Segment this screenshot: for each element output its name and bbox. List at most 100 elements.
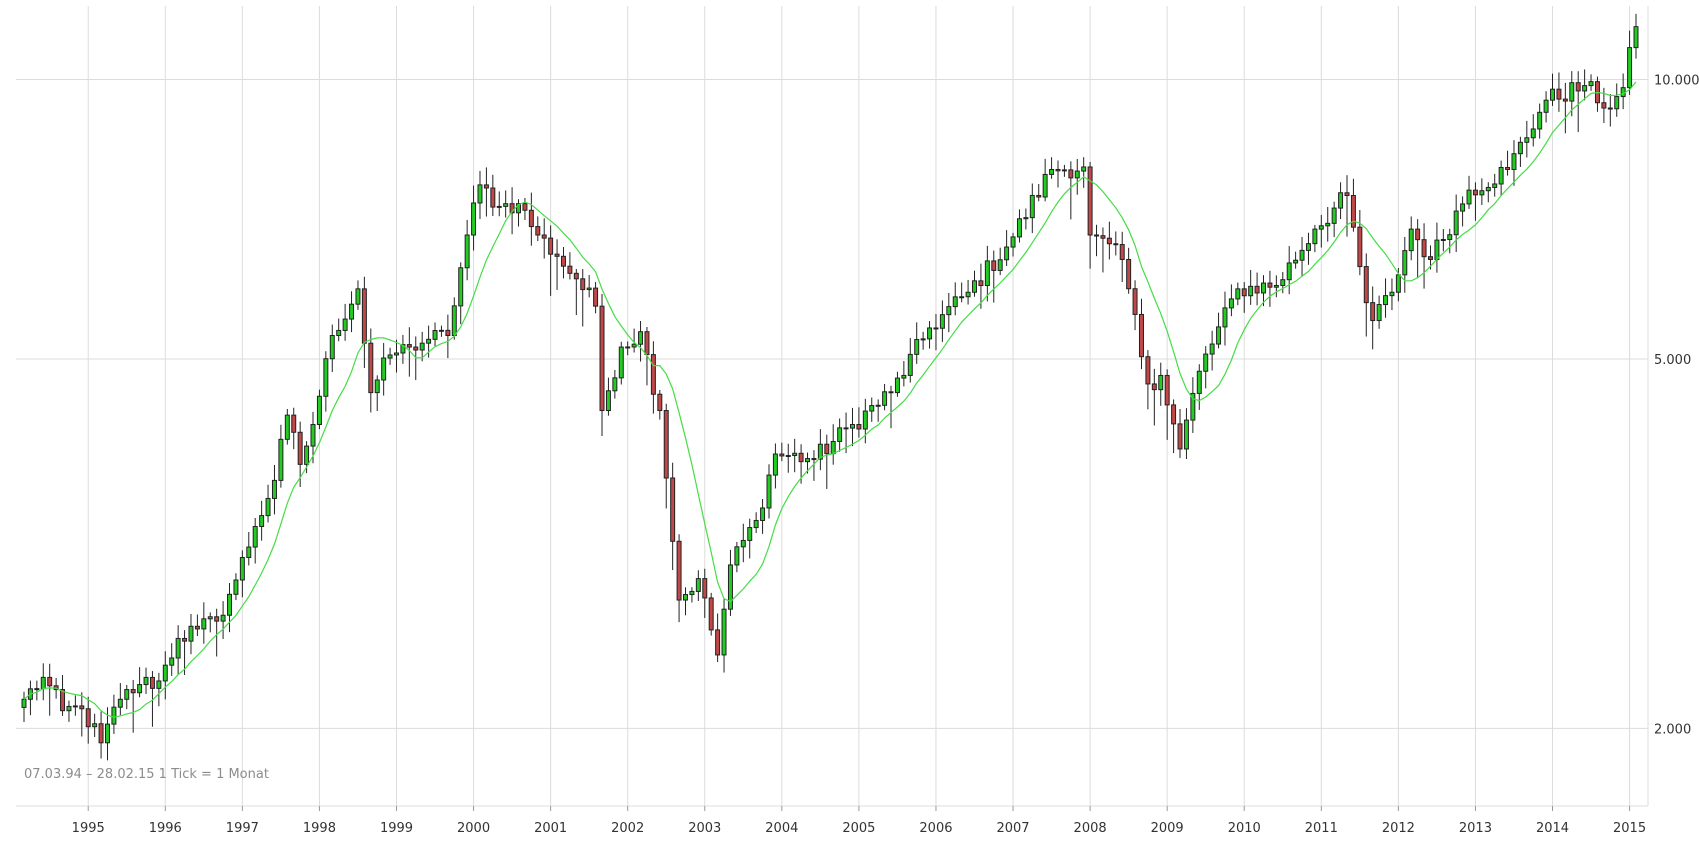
x-tick-label: 2001: [534, 821, 567, 836]
candle-up: [304, 445, 310, 465]
candle-up: [1627, 47, 1633, 89]
x-tick-label: 2003: [688, 821, 721, 836]
candle-up: [72, 705, 78, 708]
candle-down: [214, 616, 220, 622]
candle-up: [233, 579, 239, 595]
candle-up: [959, 296, 965, 299]
candle-up: [1299, 249, 1305, 261]
x-axis-ticks: 1995 1996 1997 1998 1999 2000 2001 2002 2003 2004…: [72, 806, 1646, 836]
candle-down: [1254, 285, 1260, 294]
candle-down: [1100, 235, 1106, 239]
candle-up: [766, 474, 772, 509]
candle-up: [381, 357, 387, 381]
candle-up: [394, 352, 399, 356]
candle-down: [445, 329, 451, 336]
candle-down: [490, 187, 496, 208]
candle-up: [1492, 183, 1498, 188]
candle-up: [1395, 274, 1401, 293]
candle-up: [1402, 250, 1408, 276]
candle-down: [509, 203, 515, 214]
candle-up: [1074, 170, 1080, 179]
candle-up: [220, 614, 226, 622]
candle-up: [207, 616, 213, 620]
candle-up: [1517, 141, 1523, 155]
candle-up: [246, 546, 252, 559]
candle-down: [888, 391, 894, 394]
date-range-note: 07.03.94 – 28.02.15 1 Tick = 1 Monat: [24, 767, 269, 782]
candle-up: [1010, 236, 1016, 248]
x-tick-label: 2006: [919, 821, 952, 836]
candle-up: [753, 519, 759, 529]
candle-up: [1550, 88, 1556, 101]
candle-down: [1357, 226, 1363, 268]
candle-up: [869, 405, 875, 412]
candle-up: [760, 507, 766, 521]
candle-up: [1582, 85, 1588, 92]
candle-down: [130, 689, 136, 694]
candle-down: [1151, 383, 1157, 391]
candle-up: [355, 288, 361, 305]
candle-down: [98, 723, 104, 744]
candle-up: [349, 303, 355, 320]
candle-down: [715, 629, 721, 656]
candle-down: [291, 414, 297, 433]
candle-up: [1376, 304, 1382, 322]
candle-down: [554, 253, 560, 257]
candle-up: [946, 306, 952, 316]
candle-up: [792, 452, 798, 457]
candlesticks: [21, 13, 1639, 761]
candle-down: [1415, 228, 1421, 241]
candle-up: [875, 404, 881, 407]
candle-down: [811, 458, 817, 461]
x-tick-label: 2009: [1151, 821, 1184, 836]
candle-up: [239, 557, 245, 581]
candle-up: [1620, 87, 1626, 98]
candle-up: [721, 608, 727, 656]
candle-up: [1248, 285, 1254, 297]
candle-up: [188, 625, 194, 642]
candle-up: [1029, 194, 1035, 219]
x-tick-label: 2010: [1228, 821, 1261, 836]
candle-down: [182, 637, 188, 642]
candle-up: [316, 395, 322, 426]
candle-up: [329, 334, 335, 360]
candle-down: [573, 272, 579, 280]
candle-up: [805, 458, 811, 463]
candle-down: [1575, 82, 1581, 92]
x-tick-label: 1998: [303, 821, 336, 836]
candle-up: [907, 353, 913, 376]
candle-up: [1479, 190, 1485, 196]
candle-up: [1434, 239, 1440, 260]
candle-down: [1472, 189, 1478, 196]
candle-up: [894, 377, 900, 394]
candle-up: [156, 680, 162, 689]
candle-up: [1222, 307, 1228, 328]
candle-down: [194, 625, 200, 630]
candle-down: [361, 288, 367, 344]
candle-up: [66, 705, 72, 712]
candle-up: [939, 314, 945, 329]
candle-up: [1081, 166, 1087, 172]
candle-up: [1228, 298, 1234, 309]
candle-up: [1203, 353, 1209, 372]
y-tick-label: 10.000: [1654, 74, 1699, 89]
candle-up: [612, 377, 618, 392]
candle-down: [1344, 192, 1350, 197]
candle-up: [1389, 291, 1395, 297]
candle-down: [1087, 166, 1093, 236]
candle-down: [1562, 98, 1568, 102]
x-tick-label: 2002: [611, 821, 644, 836]
candle-down: [413, 346, 419, 351]
candle-up: [785, 455, 791, 458]
candle-down: [1350, 195, 1356, 228]
candle-up: [1524, 137, 1530, 143]
x-tick-label: 1999: [380, 821, 413, 836]
candle-up: [1016, 218, 1022, 238]
candle-up: [927, 327, 933, 340]
candle-up: [201, 618, 207, 630]
y-tick-label: 5.000: [1654, 353, 1691, 368]
candle-down: [593, 287, 599, 307]
candle-down: [670, 477, 676, 542]
candle-up: [516, 203, 522, 214]
